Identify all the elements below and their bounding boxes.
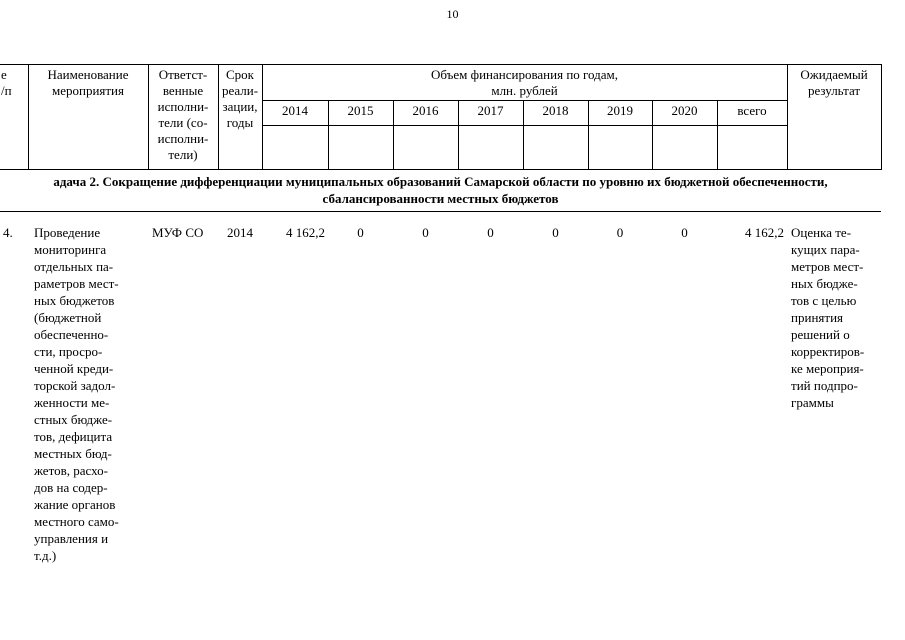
header-empty-cell (457, 125, 524, 170)
section-row: адача 2. Сокращение дифференциации муниц… (0, 169, 882, 212)
header-year-2015: 2015 (327, 100, 394, 126)
row-term: 2014 (227, 225, 253, 240)
row-value-2018: 0 (552, 225, 559, 240)
header-empty-cell (392, 125, 459, 170)
header-year-2018: 2018 (522, 100, 589, 126)
page-number: 10 (446, 7, 459, 21)
row-value-2016: 0 (422, 225, 429, 240)
row-value-total: 4 162,2 (745, 225, 785, 240)
row-value-2017: 0 (487, 225, 494, 240)
header-year-2020: 2020 (651, 100, 718, 126)
header-empty-cell (651, 125, 718, 170)
header-financing-volume: Объем финансирования по годам, млн. рубл… (261, 64, 788, 101)
row-number: 4. (3, 225, 13, 240)
financing-table: е /п Наименование мероприятия Ответст- в… (0, 64, 882, 565)
header-empty-cell (261, 125, 329, 170)
header-year-2019: 2019 (587, 100, 653, 126)
data-row: 4. Проведение мониторинга отдельных па- … (0, 212, 881, 566)
header-activity-name: Наименование мероприятия (27, 64, 149, 170)
row-activity-name: Проведение мониторинга отдельных па- рам… (34, 225, 119, 563)
header-responsible-executors: Ответст- венные исполни- тели (со- испол… (147, 64, 219, 170)
header-empty-cell (327, 125, 394, 170)
header-row-spacer (0, 125, 881, 170)
header-empty-cell (522, 125, 589, 170)
header-year-2017: 2017 (457, 100, 524, 126)
row-value-2020: 0 (681, 225, 688, 240)
header-row-top: е /п Наименование мероприятия Ответст- в… (0, 64, 882, 170)
row-value-2019: 0 (616, 225, 624, 240)
row-executor: МУФ СО (152, 225, 204, 240)
row-value-2015: 0 (357, 225, 364, 240)
header-empty-cell (716, 125, 788, 170)
header-year-2016: 2016 (392, 100, 459, 126)
header-implementation-term: Срок реали- зации, годы (217, 64, 263, 170)
row-value-2014: 4 162,2 (286, 225, 325, 240)
header-empty-cell (587, 125, 653, 170)
header-expected-result: Ожидаемый результат (786, 64, 882, 170)
row-expected-result: Оценка те- кущих пара- метров мест- ных … (791, 225, 865, 410)
header-year-2014: 2014 (261, 100, 329, 126)
header-number-column: е /п (0, 64, 29, 170)
header-year-total: всего (716, 100, 788, 126)
section-title: адача 2. Сокращение дифференциации муниц… (0, 169, 882, 212)
header-row-years: 2014 2015 2016 2017 2018 2019 2020 всего (0, 100, 881, 126)
